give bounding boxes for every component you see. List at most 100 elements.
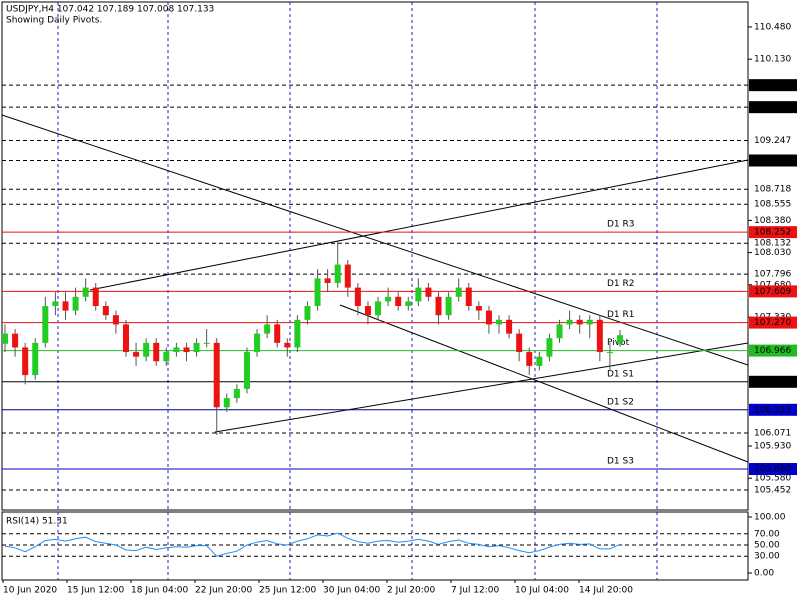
candle-body xyxy=(102,306,109,316)
candle-body xyxy=(304,306,311,320)
level-label-box xyxy=(749,463,797,476)
candle-body xyxy=(354,287,361,307)
x-tick-label: 15 Jun 12:00 xyxy=(67,586,124,596)
candle-body xyxy=(445,296,452,316)
candle-body xyxy=(556,324,563,339)
pivot-tag: D1 S1 xyxy=(607,369,634,379)
candle-body xyxy=(546,338,553,357)
level-label: 106.071 xyxy=(754,429,791,439)
candle-body xyxy=(82,287,89,297)
candle-body xyxy=(243,352,250,389)
candle-body xyxy=(405,301,412,307)
candle-body xyxy=(72,296,79,311)
candle-body xyxy=(566,319,573,325)
candle-body xyxy=(254,333,261,353)
x-tick-label: 14 Jul 20:00 xyxy=(579,586,633,596)
candle-body xyxy=(143,342,150,357)
x-tick-label: 10 Jul 04:00 xyxy=(515,586,569,596)
chart-title: USDJPY,H4 107.042 107.189 107.008 107.13… xyxy=(6,5,214,15)
x-tick-label: 22 Jun 20:00 xyxy=(195,586,252,596)
level-label: 107.796 xyxy=(754,270,791,280)
level-label-box xyxy=(749,344,797,357)
candle-body xyxy=(506,319,513,334)
level-label-box xyxy=(749,101,797,114)
x-tick-label: 25 Jun 12:00 xyxy=(259,586,316,596)
x-tick-label: 7 Jul 12:00 xyxy=(451,586,500,596)
candle-body xyxy=(596,319,603,353)
candle-body xyxy=(606,352,613,354)
rsi-tick-label: 50.00 xyxy=(754,541,780,551)
level-label: 109.247 xyxy=(754,136,791,146)
y-tick-label: 110.130 xyxy=(754,55,791,65)
candle-body xyxy=(92,287,99,307)
candle-body xyxy=(163,352,170,362)
candle-body xyxy=(62,301,69,311)
level-label-box xyxy=(749,226,797,239)
level-label: 105.452 xyxy=(754,486,791,496)
level-label-box xyxy=(749,403,797,416)
trendlines xyxy=(1,114,749,463)
candle-body xyxy=(395,296,402,307)
candle-body xyxy=(576,319,583,325)
level-label: 105.680 xyxy=(754,465,791,475)
candle-body xyxy=(193,342,200,353)
chart-subtitle: Showing Daily Pivots. xyxy=(6,16,102,26)
y-tick-label: 108.380 xyxy=(754,216,791,226)
pivot-tag: D1 R2 xyxy=(607,279,635,289)
candle-body xyxy=(183,347,190,353)
candle-body xyxy=(516,333,523,353)
level-label: 108.555 xyxy=(754,200,791,210)
candle-body xyxy=(203,342,210,344)
candle-body xyxy=(314,278,321,307)
pivot-tag: D1 S3 xyxy=(607,457,634,467)
candle-body xyxy=(536,356,543,366)
candle-body xyxy=(223,398,230,408)
candle-body xyxy=(153,342,160,362)
pivot-tag: D1 S2 xyxy=(607,397,634,407)
trendline xyxy=(339,304,749,463)
level-label: 108.252 xyxy=(754,228,791,238)
x-tick-label: 18 Jun 04:00 xyxy=(131,586,188,596)
level-label-box xyxy=(749,285,797,298)
candle-body xyxy=(294,319,301,348)
level-label: 106.627 xyxy=(754,377,791,387)
rsi-tick-label: 0.00 xyxy=(754,569,774,579)
candle-body xyxy=(12,333,19,348)
y-tick-label: 107.680 xyxy=(754,280,791,290)
pivot-tag: D1 R1 xyxy=(607,310,635,320)
candle-body xyxy=(2,333,8,344)
candle-body xyxy=(586,319,593,325)
pivot-tag: D1 R3 xyxy=(607,220,635,230)
candle-body xyxy=(344,264,351,288)
candle-body xyxy=(122,324,129,353)
y-tick-label: 110.480 xyxy=(754,22,791,32)
level-label: 108.132 xyxy=(754,239,791,249)
level-label: 109.030 xyxy=(754,156,791,166)
candle-body xyxy=(112,315,119,325)
candle-body xyxy=(425,287,432,297)
candle-body xyxy=(455,287,462,297)
candle-body xyxy=(22,347,29,376)
main-frame xyxy=(1,1,749,511)
x-tick-label: 10 Jun 2020 xyxy=(3,586,57,596)
candle-body xyxy=(334,264,341,283)
candle-body xyxy=(617,335,623,344)
y-tick-label: 108.030 xyxy=(754,248,791,258)
level-label: 109.848 xyxy=(754,81,791,91)
candle-body xyxy=(475,306,482,311)
candle-body xyxy=(173,347,180,353)
candle-body xyxy=(526,352,533,366)
candle-body xyxy=(485,310,492,325)
rsi-tick-label: 70.00 xyxy=(754,529,780,539)
rsi-tick-label: 100.00 xyxy=(754,513,786,523)
x-tick-label: 2 Jul 20:00 xyxy=(387,586,436,596)
candle-body xyxy=(465,287,472,307)
candle-body xyxy=(435,296,442,316)
candle-body xyxy=(274,324,281,343)
level-label-box xyxy=(749,316,797,329)
level-label: 107.270 xyxy=(754,318,791,328)
candle-body xyxy=(385,296,392,302)
candle-body xyxy=(364,306,371,316)
